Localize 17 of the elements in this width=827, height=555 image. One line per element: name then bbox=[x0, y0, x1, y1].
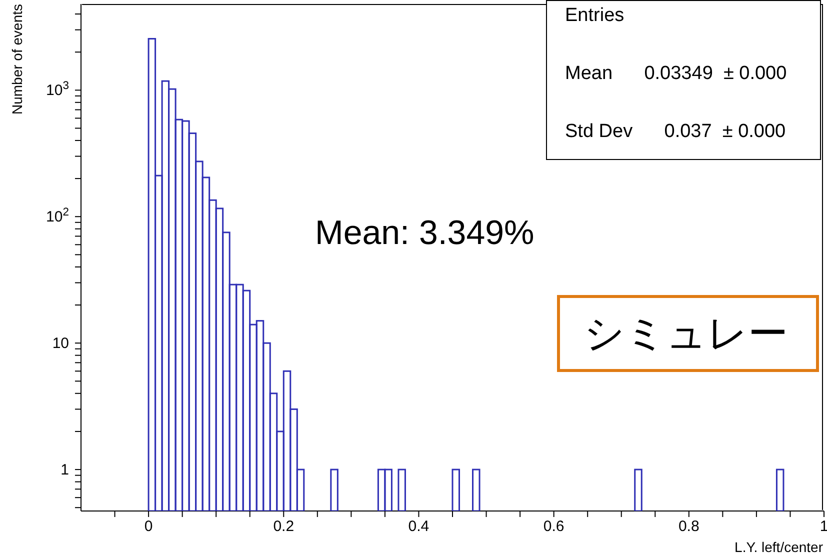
annotation: Std Dev 0.037 ± 0.000 bbox=[565, 121, 786, 143]
x-axis-title: L.Y. left/center bbox=[734, 539, 824, 555]
annotation: シミュレー bbox=[557, 295, 819, 372]
y-axis-title: Number of events bbox=[9, 4, 25, 114]
y-tick-label: 10$^{2}$ bbox=[46, 206, 69, 226]
x-tick-label: 1 bbox=[820, 518, 827, 535]
x-tick-label: 0.8 bbox=[678, 518, 700, 535]
x-tick-label: 0 bbox=[144, 518, 153, 535]
annotation: Entries bbox=[565, 5, 624, 27]
x-tick-label: 0.6 bbox=[543, 518, 564, 535]
y-tick-label: 10 bbox=[52, 335, 69, 352]
annotation: Mean 0.03349 ± 0.000 bbox=[565, 63, 787, 85]
x-tick-label: 0.2 bbox=[273, 518, 294, 535]
y-tick-label: 1 bbox=[60, 462, 69, 479]
annotation: Mean: 3.349% bbox=[315, 214, 534, 253]
x-tick-label: 0.4 bbox=[408, 518, 430, 535]
y-tick-label: 10$^{3}$ bbox=[46, 80, 69, 100]
